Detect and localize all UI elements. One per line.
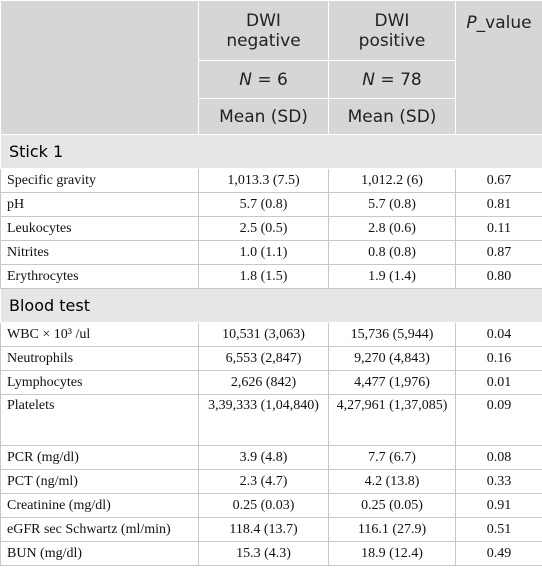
data-row: WBC × 10³ /ul 10,531 (3,063) 15,736 (5,944… — [0, 322, 542, 347]
n-rest: = 6 — [251, 69, 288, 90]
data-row: eGFR sec Schwartz (ml/min) 118.4 (13.7) 11… — [0, 517, 542, 542]
p-value: 0.67 — [455, 168, 542, 193]
group-label: DWI positive — [358, 10, 426, 51]
mean-sd: 5.7 (0.8) — [198, 192, 329, 217]
n-cell: N = 6 — [198, 60, 329, 99]
p-header: P_value — [455, 0, 542, 135]
data-row: Nitrites 1.0 (1.1) 0.8 (0.8) 0.87 — [0, 240, 542, 265]
mean-sd: 10,531 (3,063) — [198, 322, 329, 347]
mean-sd: 15.3 (4.3) — [198, 541, 329, 566]
data-row: BUN (mg/dl) 15.3 (4.3) 18.9 (12.4) 0.49 — [0, 541, 542, 566]
data-row: Leukocytes 2.5 (0.5) 2.8 (0.6) 0.11 — [0, 216, 542, 241]
data-row: Neutrophils 6,553 (2,847) 9,270 (4,843) 0.1… — [0, 346, 542, 371]
mean-sd: 2,626 (842) — [198, 370, 329, 395]
data-row: Platelets 3,39,333 (1,04,840) 4,27,961 (1,… — [0, 394, 542, 446]
row-label: WBC × 10³ /ul — [0, 322, 199, 347]
p-value: 0.11 — [455, 216, 542, 241]
mean-sd: 4,27,961 (1,37,085) — [328, 394, 456, 446]
data-row: Lymphocytes 2,626 (842) 4,477 (1,976) 0.01 — [0, 370, 542, 395]
table-header: DWI negative DWI positive P_value N = 6 … — [0, 0, 542, 135]
row-label: Leukocytes — [0, 216, 199, 241]
n-italic: N — [362, 69, 376, 90]
row-label: Nitrites — [0, 240, 199, 265]
mean-sd: 1.8 (1.5) — [198, 264, 329, 289]
p-value: 0.91 — [455, 493, 542, 518]
mean-sd: 9,270 (4,843) — [328, 346, 456, 371]
data-row: PCR (mg/dl) 3.9 (4.8) 7.7 (6.7) 0.08 — [0, 445, 542, 470]
section-title: Stick 1 — [0, 134, 542, 169]
mean-sd: 2.3 (4.7) — [198, 469, 329, 494]
data-row: Erythrocytes 1.8 (1.5) 1.9 (1.4) 0.80 — [0, 264, 542, 289]
group-header: DWI positive — [328, 0, 456, 61]
mean-sd: 7.7 (6.7) — [328, 445, 456, 470]
mean-sd: 2.5 (0.5) — [198, 216, 329, 241]
row-label: BUN (mg/dl) — [0, 541, 199, 566]
p-value: 0.08 — [455, 445, 542, 470]
mean-sd: 118.4 (13.7) — [198, 517, 329, 542]
row-label: Platelets — [0, 394, 199, 446]
n-italic: N — [239, 69, 252, 90]
data-row: PCT (ng/ml) 2.3 (4.7) 4.2 (13.8) 0.33 — [0, 469, 542, 494]
mean-sd: 0.8 (0.8) — [328, 240, 456, 265]
row-label: Neutrophils — [0, 346, 199, 371]
mean-sd: 3.9 (4.8) — [198, 445, 329, 470]
corner-cell — [0, 0, 199, 135]
mean-sd: 1.9 (1.4) — [328, 264, 456, 289]
mean-sd: 15,736 (5,944) — [328, 322, 456, 347]
mean-sd: 116.1 (27.9) — [328, 517, 456, 542]
row-label: eGFR sec Schwartz (ml/min) — [0, 517, 199, 542]
p-rest: _value — [476, 13, 532, 33]
data-row: Creatinine (mg/dl) 0.25 (0.03) 0.25 (0.05)… — [0, 493, 542, 518]
group-header: DWI negative — [198, 0, 329, 61]
mean-sd: 1,013.3 (7.5) — [198, 168, 329, 193]
section-row: Stick 1 — [0, 134, 542, 169]
row-label: Lymphocytes — [0, 370, 199, 395]
p-value: 0.81 — [455, 192, 542, 217]
row-label: Specific gravity — [0, 168, 199, 193]
mean-sd: 3,39,333 (1,04,840) — [198, 394, 329, 446]
p-italic: P — [466, 13, 477, 33]
p-value: 0.16 — [455, 346, 542, 371]
p-value: 0.87 — [455, 240, 542, 265]
data-row: Specific gravity 1,013.3 (7.5) 1,012.2 (6)… — [0, 168, 542, 193]
stat-cell: Mean (SD) — [198, 98, 329, 135]
p-value: 0.51 — [455, 517, 542, 542]
mean-sd: 4,477 (1,976) — [328, 370, 456, 395]
p-value: 0.09 — [455, 394, 542, 446]
mean-sd: 0.25 (0.05) — [328, 493, 456, 518]
mean-sd: 2.8 (0.6) — [328, 216, 456, 241]
row-label: Creatinine (mg/dl) — [0, 493, 199, 518]
data-row: pH 5.7 (0.8) 5.7 (0.8) 0.81 — [0, 192, 542, 217]
p-value: 0.04 — [455, 322, 542, 347]
row-label: pH — [0, 192, 199, 217]
row-label: PCR (mg/dl) — [0, 445, 199, 470]
p-value: 0.49 — [455, 541, 542, 566]
p-value: 0.33 — [455, 469, 542, 494]
mean-sd: 1,012.2 (6) — [328, 168, 456, 193]
row-label: PCT (ng/ml) — [0, 469, 199, 494]
section-row: Blood test — [0, 288, 542, 323]
n-cell: N = 78 — [328, 60, 456, 99]
p-value: 0.01 — [455, 370, 542, 395]
n-rest: = 78 — [375, 69, 422, 90]
group-label: DWI negative — [226, 10, 301, 51]
p-value: 0.80 — [455, 264, 542, 289]
section-title: Blood test — [0, 288, 542, 323]
table-body: Stick 1 Specific gravity 1,013.3 (7.5) 1,01… — [0, 134, 542, 566]
mean-sd: 4.2 (13.8) — [328, 469, 456, 494]
row-label: Erythrocytes — [0, 264, 199, 289]
mean-sd: 0.25 (0.03) — [198, 493, 329, 518]
mean-sd: 1.0 (1.1) — [198, 240, 329, 265]
mean-sd: 6,553 (2,847) — [198, 346, 329, 371]
stat-cell: Mean (SD) — [328, 98, 456, 135]
mean-sd: 18.9 (12.4) — [328, 541, 456, 566]
mean-sd: 5.7 (0.8) — [328, 192, 456, 217]
